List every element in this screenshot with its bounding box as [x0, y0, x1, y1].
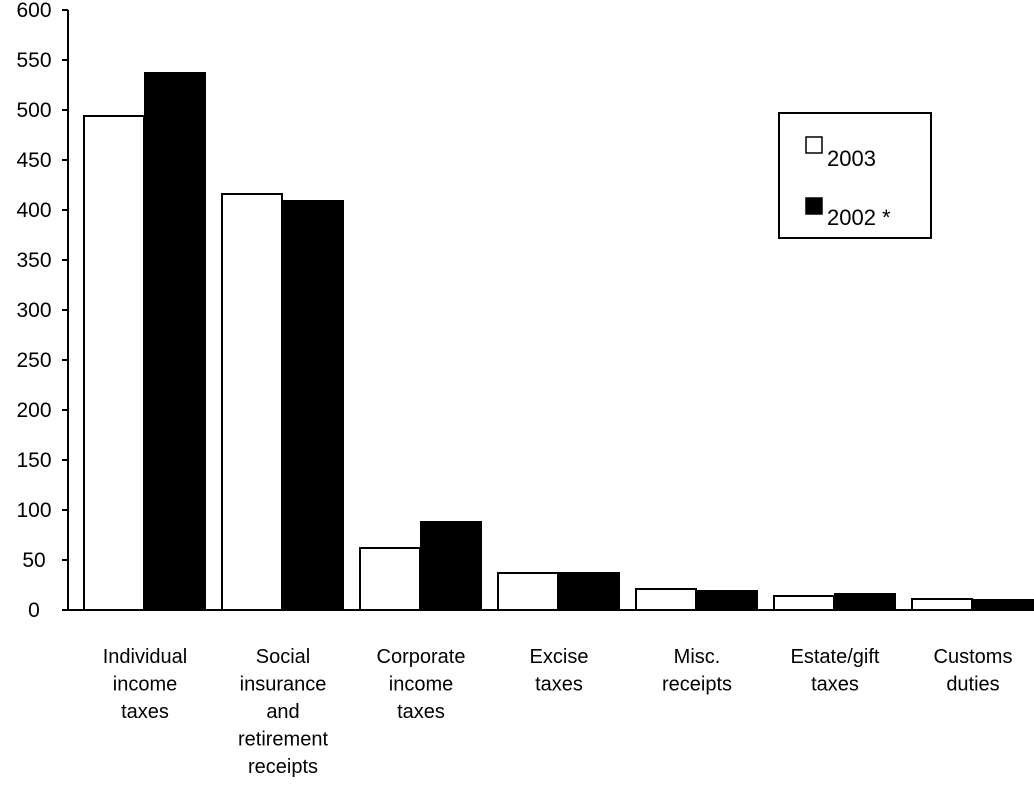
- y-axis-tick-labels: 0 50 100 150 200 250 300 350 400 450 500 550 600: [16, 0, 68, 622]
- bar-2003-0: [83, 115, 145, 611]
- bar-2002-0: [144, 72, 206, 611]
- y-tick-label: 400: [16, 199, 51, 222]
- bar-2002-4: [696, 590, 758, 611]
- legend-label: 2002 *: [827, 205, 891, 230]
- bar-2002-2: [420, 521, 482, 611]
- legend-swatch: [805, 197, 823, 215]
- x-tick-label: Individual income taxes: [103, 646, 188, 723]
- axes: [67, 10, 1034, 611]
- y-tick-label: 150: [16, 449, 51, 472]
- bar-2002-6: [972, 599, 1034, 611]
- legend-label: 2003: [827, 146, 876, 171]
- y-tick-label: 350: [16, 249, 51, 272]
- x-axis-category-labels: Individual income taxes Social insurance and r…: [103, 646, 1013, 778]
- bars: [83, 72, 1034, 611]
- legend-swatch: [805, 136, 823, 154]
- bar-2003-3: [497, 572, 559, 611]
- y-tick-label: 100: [16, 499, 51, 522]
- y-tick-label: 500: [16, 99, 51, 122]
- legend-box: [778, 112, 932, 239]
- bar-2002-3: [558, 572, 620, 611]
- y-tick-label: 200: [16, 399, 51, 422]
- bar-2003-1: [221, 193, 283, 611]
- bar-2003-5: [773, 595, 835, 611]
- y-tick-label: 0: [28, 599, 40, 622]
- y-tick-label: 450: [16, 149, 51, 172]
- bar-2003-2: [359, 547, 421, 611]
- y-tick-label: 600: [16, 0, 51, 22]
- y-tick-label: 250: [16, 349, 51, 372]
- x-tick-label: Estate/gift taxes: [791, 646, 880, 696]
- x-tick-label: Misc. receipts: [662, 646, 732, 696]
- y-tick-label: 50: [22, 549, 45, 572]
- y-tick-label: 300: [16, 299, 51, 322]
- legend: 2003 2002 *: [778, 112, 932, 239]
- bar-2003-4: [635, 588, 697, 611]
- x-tick-label: Corporate income taxes: [377, 646, 466, 723]
- bar-2003-6: [911, 598, 973, 611]
- x-tick-label: Excise taxes: [530, 646, 589, 696]
- bar-2002-1: [282, 200, 344, 611]
- y-tick-label: 550: [16, 49, 51, 72]
- x-tick-label: Customs duties: [934, 646, 1013, 696]
- x-tick-label: Social insurance and retirement receipts: [238, 646, 328, 778]
- bar-2002-5: [834, 593, 896, 611]
